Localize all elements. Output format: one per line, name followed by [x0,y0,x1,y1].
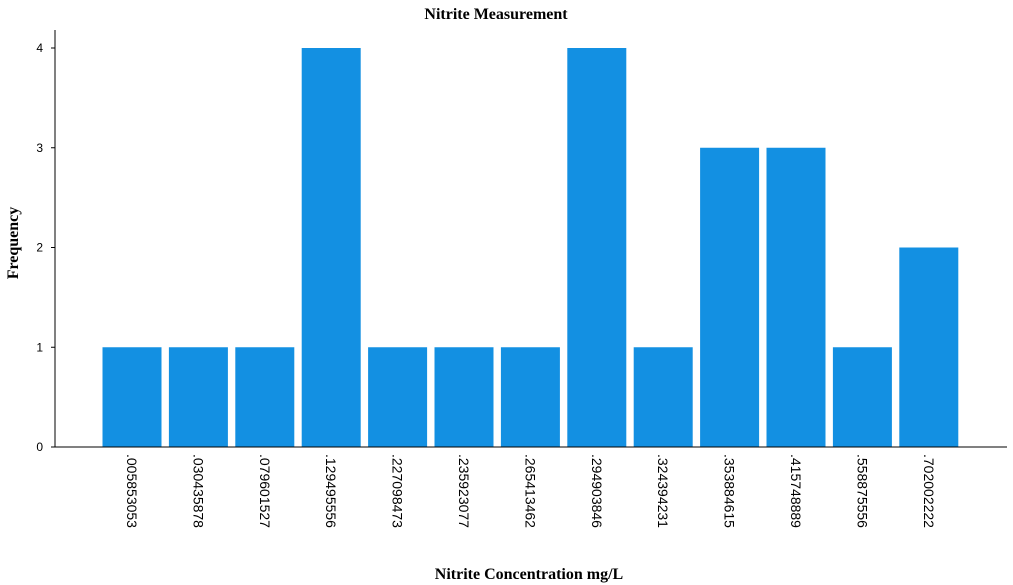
x-tick-label: .702002222 [921,454,937,528]
bar [832,347,892,447]
x-axis-title: Nitrite Concentration mg/L [435,566,623,583]
bars-group [102,48,959,447]
x-axis-ticks: .005853053 .030435878 .079601527 .129495556… [124,454,937,528]
x-tick-label: .235923077 [456,454,472,528]
y-axis-ticks: 0 1 2 3 4 [36,41,55,454]
bar [368,347,428,447]
bar [235,347,295,447]
x-tick-label: .005853053 [124,454,140,528]
bar [500,347,560,447]
x-tick-label: .030435878 [190,454,206,528]
y-tick-label: 4 [36,41,43,55]
x-tick-label: .558875556 [854,454,870,528]
bar [301,48,361,447]
y-tick-label: 2 [36,241,43,255]
x-tick-label: .227098473 [390,454,406,528]
bar [633,347,693,447]
bar [168,347,228,447]
bar [567,48,627,447]
x-tick-label: .294903846 [589,454,605,528]
x-tick-label: .129495556 [323,454,339,528]
bar [102,347,162,447]
x-tick-label: .265413462 [522,454,538,528]
y-tick-label: 0 [36,440,43,454]
bar [700,147,760,447]
x-tick-label: .324394231 [655,454,671,528]
x-tick-label: .353884615 [722,454,738,528]
y-tick-label: 3 [36,141,43,155]
bar [434,347,494,447]
bar [766,147,826,447]
x-tick-label: .415748889 [788,454,804,528]
chart-title: Nitrite Measurement [424,6,568,23]
bar [899,247,959,447]
y-tick-label: 1 [36,340,43,354]
y-axis-title: Frequency [5,207,22,280]
x-tick-label: .079601527 [257,454,273,528]
